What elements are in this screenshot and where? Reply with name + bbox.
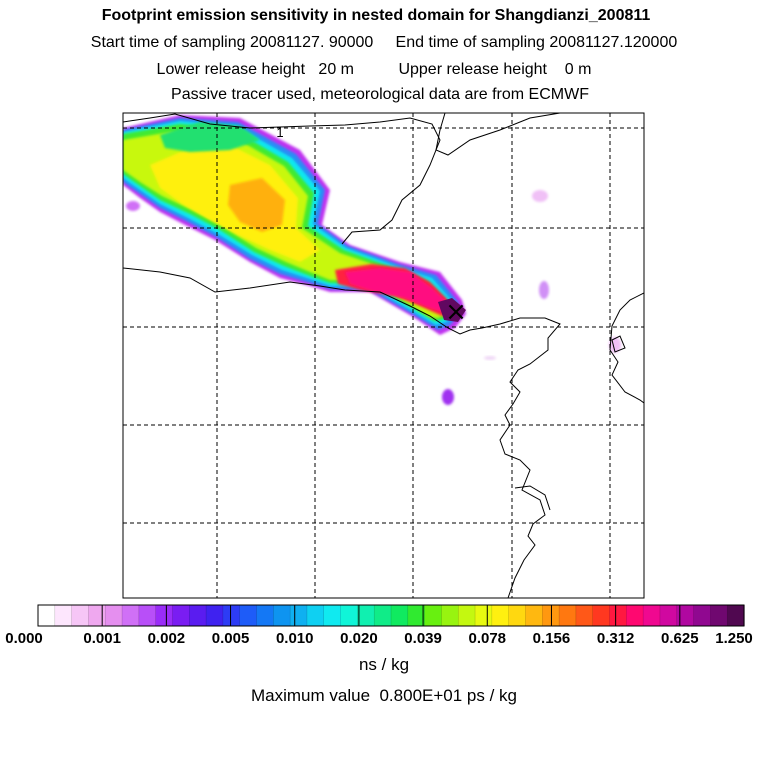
colorbar-cell	[727, 605, 745, 626]
coastline-east	[609, 292, 644, 404]
colorbar-cell	[290, 605, 308, 626]
receptor-cross: ×	[445, 297, 467, 327]
colorbar-cell	[340, 605, 358, 626]
plume-core-dark	[438, 298, 466, 322]
colorbar-unit-label: ns / kg	[358, 655, 410, 674]
chart-subtitle-release-height: Lower release height 20 m Upper release …	[156, 61, 592, 78]
colorbar-cell	[206, 605, 224, 626]
colorbar-cell	[676, 605, 695, 626]
max-value-label: Maximum value 0.800E+01 ps / kg	[251, 686, 517, 705]
colorbar-cell	[626, 605, 644, 626]
colorbar-cell	[306, 605, 325, 626]
patch-south	[442, 389, 454, 405]
patch-small	[484, 356, 496, 360]
plume-top-green	[160, 122, 260, 152]
colorbar-cell	[222, 605, 241, 626]
colorbar-tick-label: 0.156	[532, 630, 571, 647]
colorbar-cell	[323, 605, 342, 626]
colorbar-tick-label: 0.078	[468, 630, 507, 647]
colorbar-tick-label: 0.005	[211, 630, 250, 647]
chart-subtitle-tracer-info: Passive tracer used, meteorological data…	[171, 86, 589, 103]
colorbar-cell	[38, 605, 56, 626]
colorbar-cell	[138, 605, 157, 626]
colorbar-dividers	[54, 605, 728, 626]
colorbar-cell	[609, 605, 627, 626]
colorbar-cell	[239, 605, 258, 626]
colorbar-cell	[273, 605, 291, 626]
colorbar-cell	[575, 605, 594, 626]
chart-subtitle-sampling-time: Start time of sampling 20081127. 90000 E…	[90, 34, 678, 51]
plume-core-orange	[228, 178, 285, 232]
patch-north-east	[532, 190, 548, 202]
plume-core-magenta	[345, 268, 450, 314]
colorbar-cell	[122, 605, 140, 626]
colorbar-tick-label: 0.039	[404, 630, 442, 647]
colorbar-cell	[374, 605, 392, 626]
colorbar-cell	[189, 605, 207, 626]
colorbar-tick-label: 1.250	[715, 630, 753, 647]
colorbar-cells	[38, 605, 745, 626]
colorbar-cell	[491, 605, 510, 626]
coastline-middle	[123, 267, 561, 598]
patch-west	[126, 201, 140, 211]
colorbar-tick-label: 0.001	[83, 630, 121, 647]
colorbar-cell	[407, 605, 426, 626]
colorbar-cell	[659, 605, 678, 626]
colorbar-cell	[155, 605, 174, 626]
colorbar-cell	[391, 605, 409, 626]
grid-lines	[123, 113, 644, 598]
coastline-north-east	[435, 113, 561, 156]
colorbar-cell	[559, 605, 577, 626]
colorbar-cell	[88, 605, 106, 626]
coastline-east-island	[611, 335, 626, 353]
colorbar-cell	[710, 605, 728, 626]
colorbar-tick-label: 0.010	[275, 630, 314, 647]
receptor-label: 1	[276, 125, 283, 140]
colorbar-cell	[357, 605, 375, 626]
colorbar-cell	[256, 605, 274, 626]
plot-frame	[122, 112, 645, 599]
colorbar-cell	[105, 605, 123, 626]
colorbar-cell	[508, 605, 527, 626]
coastline-south	[514, 485, 551, 511]
coastlines	[123, 113, 644, 598]
colorbar-cell	[475, 605, 493, 626]
colorbar-cell	[525, 605, 543, 626]
colorbar-cell	[172, 605, 190, 626]
colorbar-tick-label: 0.625	[661, 630, 699, 647]
colorbar-cell	[458, 605, 476, 626]
colorbar-tick-label: 0.020	[340, 630, 378, 647]
patch-east	[539, 281, 549, 299]
colorbar-tick-label: 0.000	[5, 630, 43, 647]
colorbar-cell	[592, 605, 611, 626]
colorbar-cell	[441, 605, 459, 626]
colorbar-cell	[693, 605, 711, 626]
colorbar-cell	[71, 605, 90, 626]
colorbar-cell	[54, 605, 73, 626]
colorbar-cell	[643, 605, 661, 626]
colorbar-frame	[37, 604, 745, 627]
chart-title: Footprint emission sensitivity in nested…	[101, 7, 651, 24]
colorbar-tick-label: 0.312	[596, 630, 635, 647]
receptor-marker: ×	[445, 297, 467, 327]
colorbar-tick-label: 0.002	[147, 630, 186, 647]
coastline-north	[123, 113, 441, 245]
plume-layer	[123, 115, 621, 405]
colorbar-cell	[424, 605, 443, 626]
